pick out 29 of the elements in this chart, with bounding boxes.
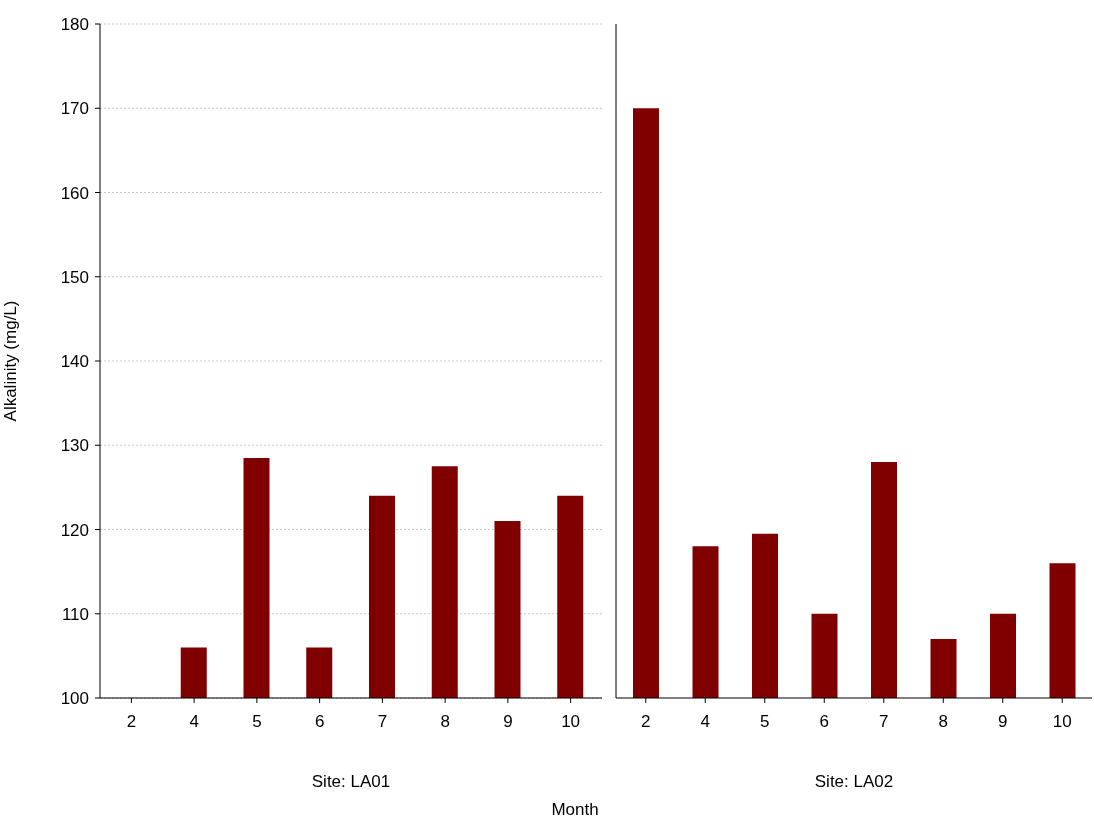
y-tick-label: 130 (60, 436, 89, 456)
x-tick-label: 9 (998, 712, 1008, 732)
x-tick-label: 7 (879, 712, 889, 732)
y-tick-label: 120 (60, 520, 89, 540)
x-tick-label: 10 (561, 712, 581, 732)
x-tick-label: 6 (314, 712, 325, 732)
x-tick-label: 6 (819, 712, 829, 732)
y-tick-label: 110 (61, 604, 89, 624)
x-tick-label: 4 (189, 712, 199, 732)
y-tick-label: 100 (60, 689, 89, 709)
x-tick-label: 5 (760, 712, 770, 732)
x-axis-title: Site: LA01 (311, 772, 391, 791)
x-tick-label: 2 (641, 712, 651, 732)
x-tick-label: 9 (503, 712, 513, 732)
x-tick-label: 2 (126, 712, 137, 732)
y-tick-label: 140 (60, 352, 89, 372)
y-axis-title: Alkalinity (mg/L) (1, 300, 21, 422)
y-tick-label: 160 (60, 183, 89, 203)
text: Month (550, 800, 600, 820)
x-tick-label: 5 (252, 712, 262, 732)
x-tick-label: 8 (938, 712, 948, 732)
x-tick-label: 7 (377, 712, 388, 732)
y-tick-label: 180 (60, 15, 89, 35)
y-tick-label: 170 (60, 99, 89, 119)
y-tick-label: 150 (60, 267, 89, 287)
x-tick-label: 10 (1052, 712, 1072, 732)
x-axis-title: Site: LA02 (814, 772, 894, 791)
x-tick-label: 4 (700, 712, 710, 732)
x-tick-label: 8 (440, 712, 450, 732)
